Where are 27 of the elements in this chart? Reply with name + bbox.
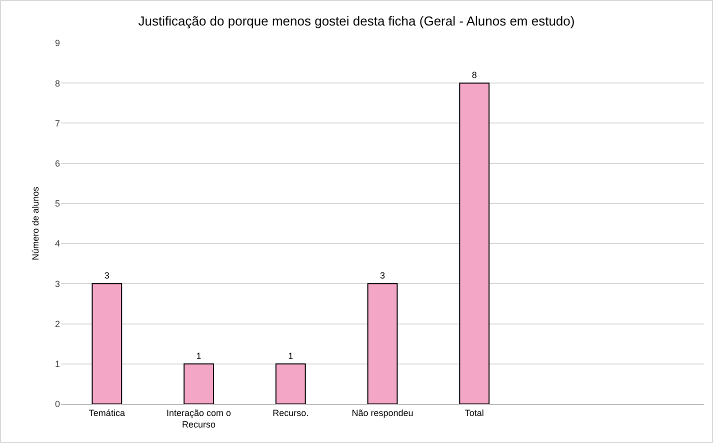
bar bbox=[275, 363, 306, 404]
y-tick-label: 5 bbox=[54, 198, 60, 209]
x-tick-label: Interação com o Recurso bbox=[166, 408, 232, 430]
y-tick-label: 4 bbox=[54, 238, 60, 249]
y-tick-label: 2 bbox=[54, 318, 60, 329]
data-label: 8 bbox=[472, 70, 477, 80]
bar bbox=[367, 283, 398, 404]
data-label: 1 bbox=[196, 350, 202, 361]
y-tick-label: 8 bbox=[54, 78, 60, 88]
data-label: 3 bbox=[104, 270, 110, 281]
bar bbox=[92, 283, 122, 404]
x-tick-label: Não respondeu bbox=[352, 408, 414, 418]
x-tick-label: Recurso. bbox=[272, 408, 309, 418]
y-tick-label: 3 bbox=[54, 278, 60, 289]
data-label: 1 bbox=[288, 350, 294, 361]
y-tick-label: 9 bbox=[54, 38, 60, 48]
y-tick-label: 1 bbox=[54, 359, 60, 370]
chart-title: Justificação do porque menos gostei desta ficha (Geral - Alunos em estudo) bbox=[138, 14, 575, 29]
bar bbox=[459, 82, 490, 404]
x-tick-label: Temática bbox=[88, 408, 125, 418]
y-tick-label: 6 bbox=[54, 158, 60, 168]
x-tick-label: Total bbox=[464, 408, 484, 418]
y-axis-title: Número de alunos bbox=[30, 186, 40, 260]
bar bbox=[184, 363, 214, 404]
y-tick-label: 7 bbox=[54, 118, 60, 128]
y-tick-label: 0 bbox=[54, 399, 60, 410]
data-label: 3 bbox=[380, 270, 386, 281]
